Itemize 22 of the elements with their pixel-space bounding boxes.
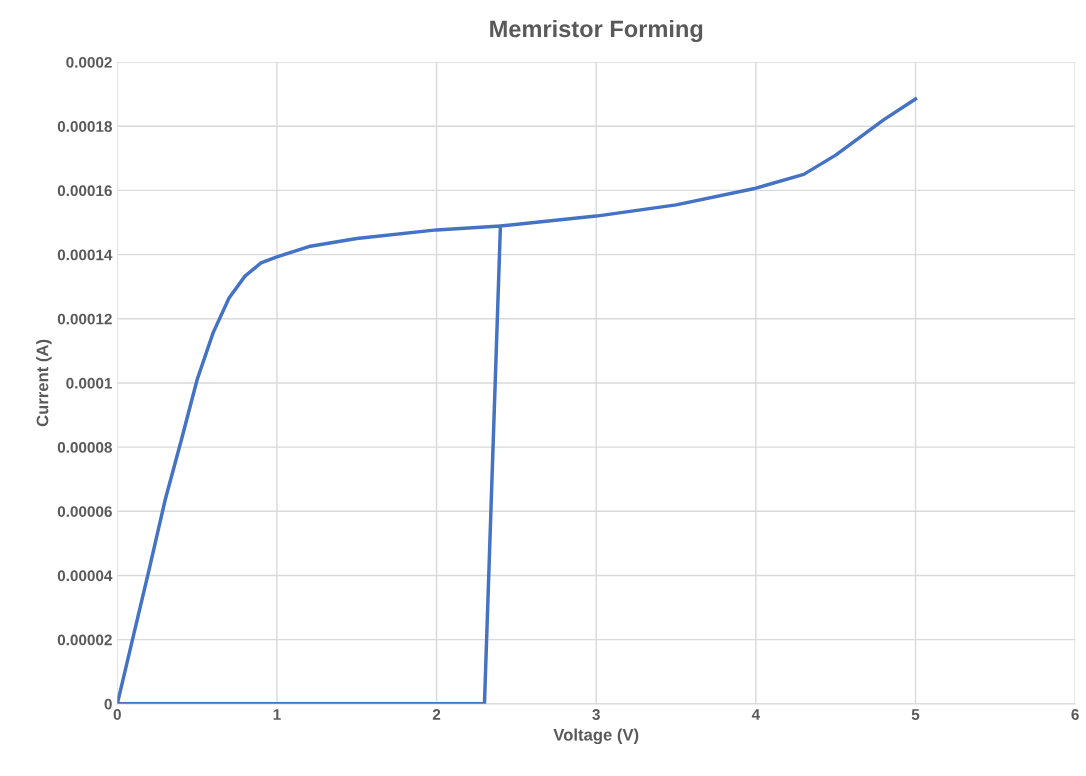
y-tick-label: 0.00018 — [57, 121, 112, 132]
x-tick-label: 0 — [113, 709, 121, 720]
x-tick-label: 5 — [911, 709, 920, 720]
x-tick-label: 2 — [432, 709, 441, 720]
y-tick-label: 0.00002 — [57, 634, 112, 646]
x-axis-title: Voltage (V) — [553, 728, 639, 745]
y-tick-label: 0.00014 — [57, 249, 113, 261]
y-tick-label: 0.0001 — [66, 377, 113, 389]
y-axis-title: Current (A) — [36, 339, 52, 427]
y-tick-label: 0.00012 — [57, 313, 112, 325]
y-tick-label: 0.00004 — [57, 570, 113, 582]
x-tick-label: 4 — [751, 709, 761, 720]
x-tick-label: 1 — [273, 709, 281, 720]
y-tick-label: 0 — [104, 698, 112, 710]
x-tick-label: 6 — [1071, 709, 1079, 720]
chart-title: Memristor Forming — [490, 19, 703, 43]
y-tick-label: 0.00016 — [57, 185, 112, 197]
y-tick-label: 0.0002 — [66, 56, 112, 68]
x-tick-label: 3 — [592, 709, 600, 720]
y-tick-label: 0.00008 — [57, 442, 112, 453]
line-series — [117, 97, 918, 704]
y-tick-label: 0.00006 — [57, 506, 112, 517]
